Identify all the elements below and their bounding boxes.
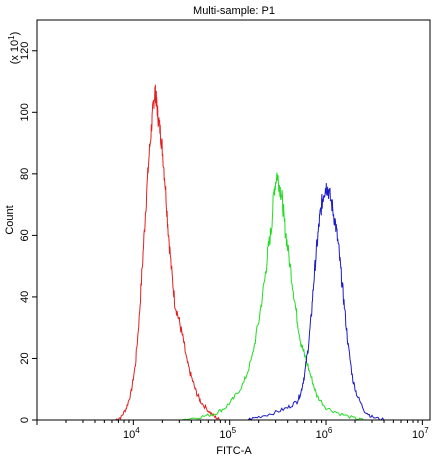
x-axis-ticks: 104 105 106 107 [36,420,429,441]
x-tick-label: 106 [316,426,333,441]
y-tick-label: 20 [19,352,31,364]
plot-area-frame [36,19,431,421]
x-tick-label: 105 [219,426,236,441]
y-tick-label: 120 [19,42,31,60]
histogram-series-line-2 [179,172,365,421]
x-axis-label: FITC-A [216,445,252,457]
y-tick-label: 100 [19,103,31,121]
x-tick-label: 107 [412,426,429,441]
y-tick-label: 60 [19,229,31,241]
x-tick-label: 104 [123,426,140,441]
y-tick-label: 40 [19,291,31,303]
y-axis-ticks: 0 20 40 60 80 100 120 [19,42,37,423]
y-multiplier-label: (x 101) [7,32,21,65]
y-tick-label: 0 [19,417,31,423]
y-tick-label: 80 [19,168,31,180]
histogram-series-line-1 [115,84,221,421]
histogram-series-line-3 [246,183,385,421]
histogram-series [115,84,385,421]
chart-title: Multi-sample: P1 [193,5,275,17]
y-axis-label: Count [4,205,16,234]
